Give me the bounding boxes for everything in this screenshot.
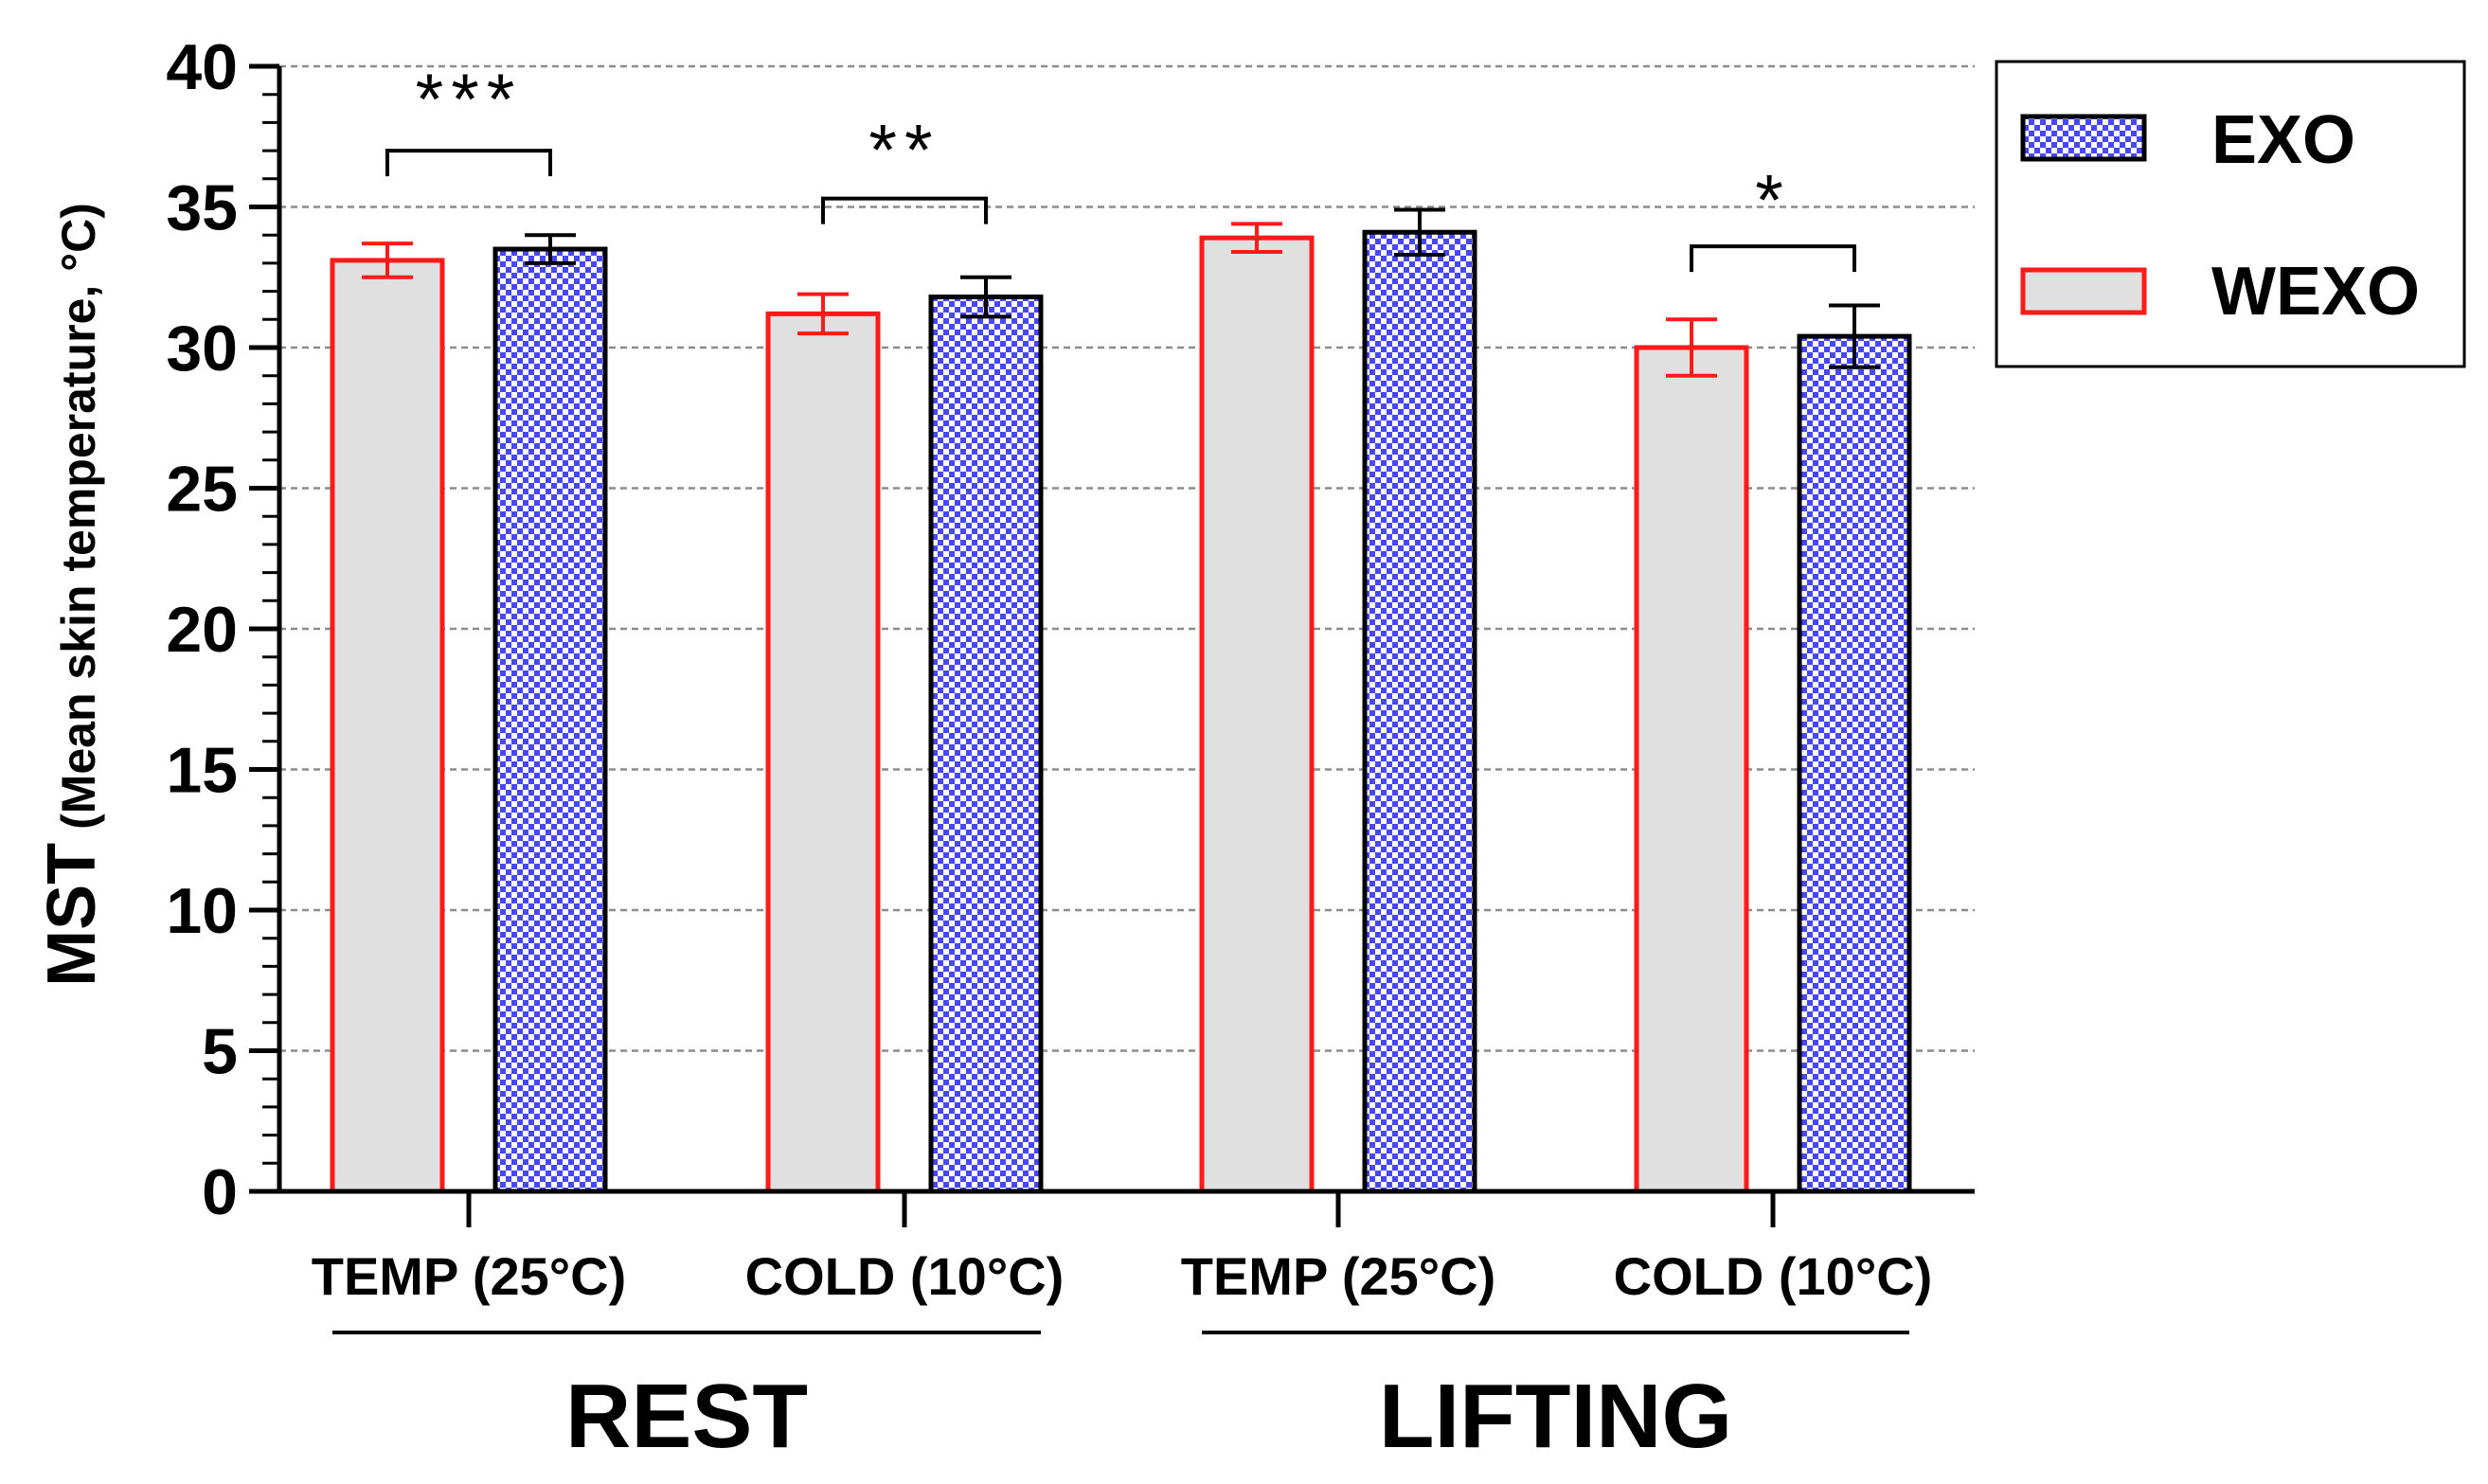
bar-exo-1 [928,295,1044,1194]
group-label-1: LIFTING [1379,1366,1732,1467]
x-tick-label-1: COLD (10°C) [745,1246,1065,1306]
bar-exo-0 [492,246,608,1194]
bar-wexo-1 [765,311,881,1194]
y-tick-label-7: 35 [166,172,238,244]
y-tick-label-4: 20 [166,594,238,666]
bar-wexo-3 [1634,345,1749,1194]
x-tick-label-0: TEMP (25°C) [312,1246,627,1306]
x-tick-label-2: TEMP (25°C) [1181,1246,1496,1306]
legend: EXO WEXO [1995,60,2466,368]
y-tick-label-0: 0 [202,1156,238,1228]
bar-wexo-0 [330,258,445,1194]
y-tick-label-1: 5 [202,1016,238,1088]
significance-label-2: * [1755,161,1791,241]
significance-label-0: *** [416,60,523,140]
bar-wexo-2 [1199,235,1315,1194]
legend-label-wexo: WEXO [2211,254,2420,330]
legend-swatch-wexo [2020,267,2147,315]
significance-brackets: ****** [385,60,1856,273]
y-tick-label-3: 15 [166,735,238,807]
significance-bracket-1 [821,196,988,224]
legend-label-exo: EXO [2211,102,2355,178]
y-axis-label-sub: (Mean skin temperature, °C) [52,203,105,830]
bar-exo-3 [1797,333,1912,1194]
x-tick-label-3: COLD (10°C) [1614,1246,1933,1306]
legend-swatch-exo [2020,114,2147,162]
y-axis-label-main: MST [34,843,110,987]
group-label-0: REST [565,1366,808,1467]
axes: 0 5 10 15 20 25 30 35 40 TEMP (25°C) COLD (10°C) TE… [166,31,1975,1467]
legend-frame [1995,60,2466,368]
bar-exo-2 [1362,229,1477,1194]
significance-bracket-2 [1690,244,1856,273]
y-tick-label-5: 25 [166,454,238,526]
significance-label-1: ** [868,110,940,190]
y-tick-label-2: 10 [166,875,238,947]
significance-bracket-0 [385,149,552,177]
y-tick-label-8: 40 [166,31,238,103]
y-axis-label: MST (Mean skin temperature, °C) [34,203,110,987]
y-tick-label-6: 30 [166,313,238,384]
bars [330,207,1912,1194]
